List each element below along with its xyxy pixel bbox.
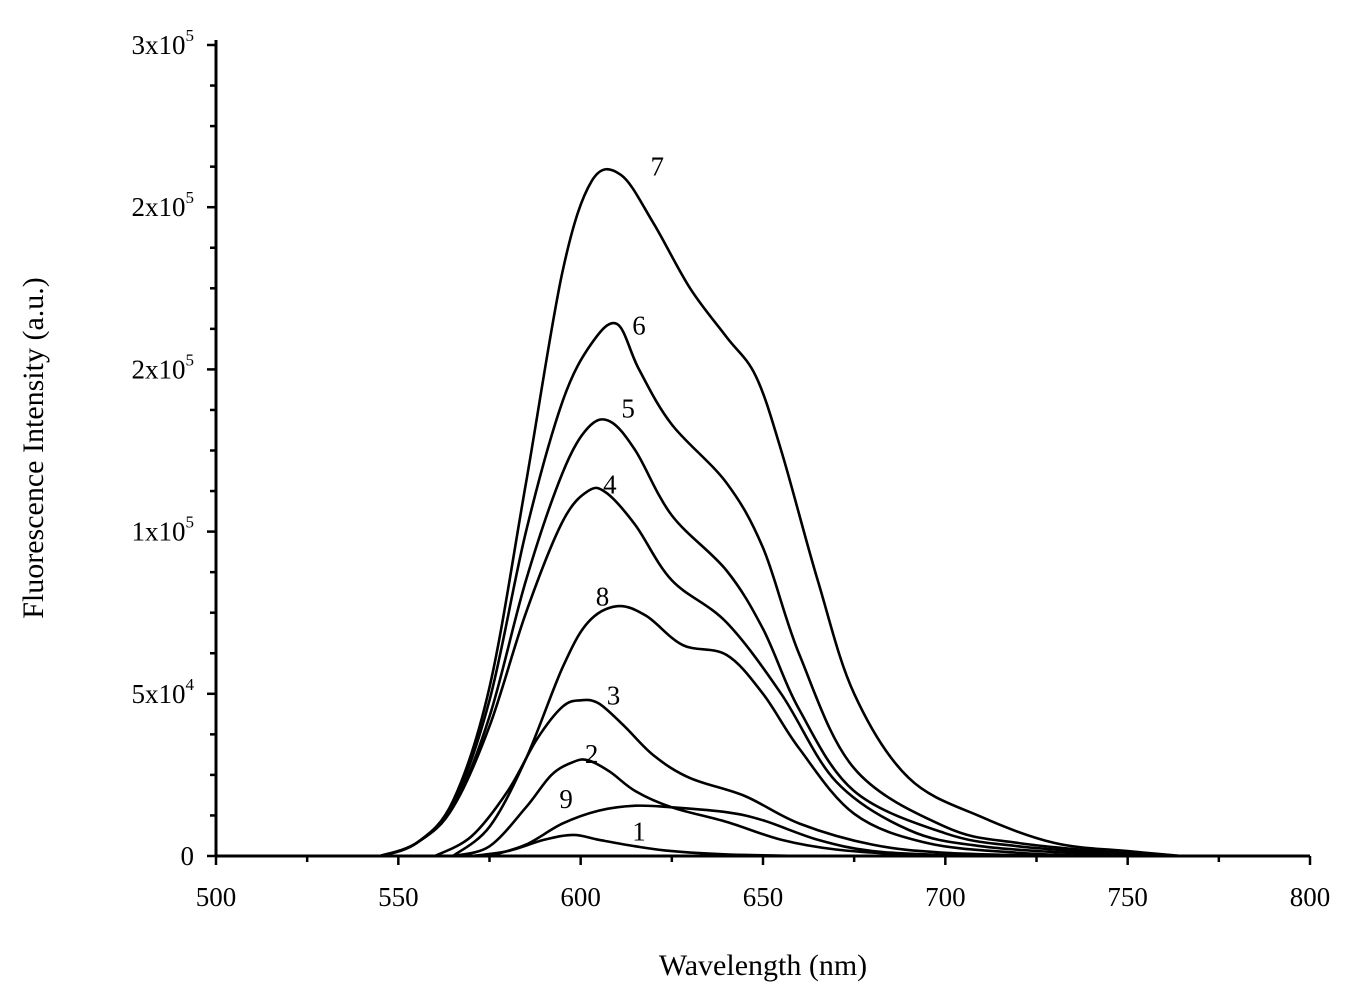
y-tick-label: 5x104 xyxy=(132,675,195,709)
y-tick-exponent: 5 xyxy=(186,350,195,369)
x-tick-label: 550 xyxy=(378,882,419,912)
series-label-1: 1 xyxy=(632,817,646,847)
series-label-8: 8 xyxy=(596,581,610,611)
series-line-6 xyxy=(378,321,1184,858)
series-label-5: 5 xyxy=(621,393,635,423)
x-tick-label: 700 xyxy=(925,882,966,912)
y-tick-label: 0 xyxy=(181,841,195,871)
series-line-9 xyxy=(488,804,1020,858)
y-tick-exponent: 5 xyxy=(186,26,195,45)
y-tick-exponent: 5 xyxy=(186,513,195,532)
series-line-8 xyxy=(451,604,1093,858)
y-tick-label: 2x105 xyxy=(132,188,195,222)
y-tick-mantissa: 3x10 xyxy=(132,30,186,60)
y-tick-label: 1x105 xyxy=(132,513,195,547)
series-line-2 xyxy=(451,758,1020,858)
x-axis-ticks: 500 550 600 650 700 750 800 xyxy=(196,856,1331,912)
y-tick-mantissa: 5x10 xyxy=(132,679,186,709)
series-label-7: 7 xyxy=(650,152,664,182)
series-label-6: 6 xyxy=(632,311,646,341)
series-line-5 xyxy=(378,418,1166,858)
series-curves xyxy=(378,167,1184,858)
y-tick-mantissa: 2x10 xyxy=(132,354,186,384)
y-tick-mantissa: 2x10 xyxy=(132,192,186,222)
x-tick-label: 800 xyxy=(1290,882,1331,912)
y-axis-title: Fluorescence Intensity (a.u.) xyxy=(17,277,50,619)
x-tick-label: 500 xyxy=(196,882,237,912)
x-tick-label: 750 xyxy=(1107,882,1148,912)
y-tick-exponent: 4 xyxy=(186,675,195,694)
series-label-4: 4 xyxy=(603,470,617,500)
x-axis-title: Wavelength (nm) xyxy=(659,949,867,982)
x-tick-label: 650 xyxy=(743,882,784,912)
x-tick-label: 600 xyxy=(560,882,601,912)
series-line-4 xyxy=(378,486,1166,858)
series-line-7 xyxy=(378,167,1184,858)
series-label-2: 2 xyxy=(585,739,599,769)
y-tick-mantissa: 1x10 xyxy=(132,517,186,547)
series-label-9: 9 xyxy=(559,784,573,814)
series-label-3: 3 xyxy=(607,680,621,710)
y-tick-mantissa: 0 xyxy=(181,841,195,871)
y-tick-label: 2x105 xyxy=(132,350,195,384)
y-tick-exponent: 5 xyxy=(186,188,195,207)
y-tick-label: 3x105 xyxy=(132,26,195,60)
